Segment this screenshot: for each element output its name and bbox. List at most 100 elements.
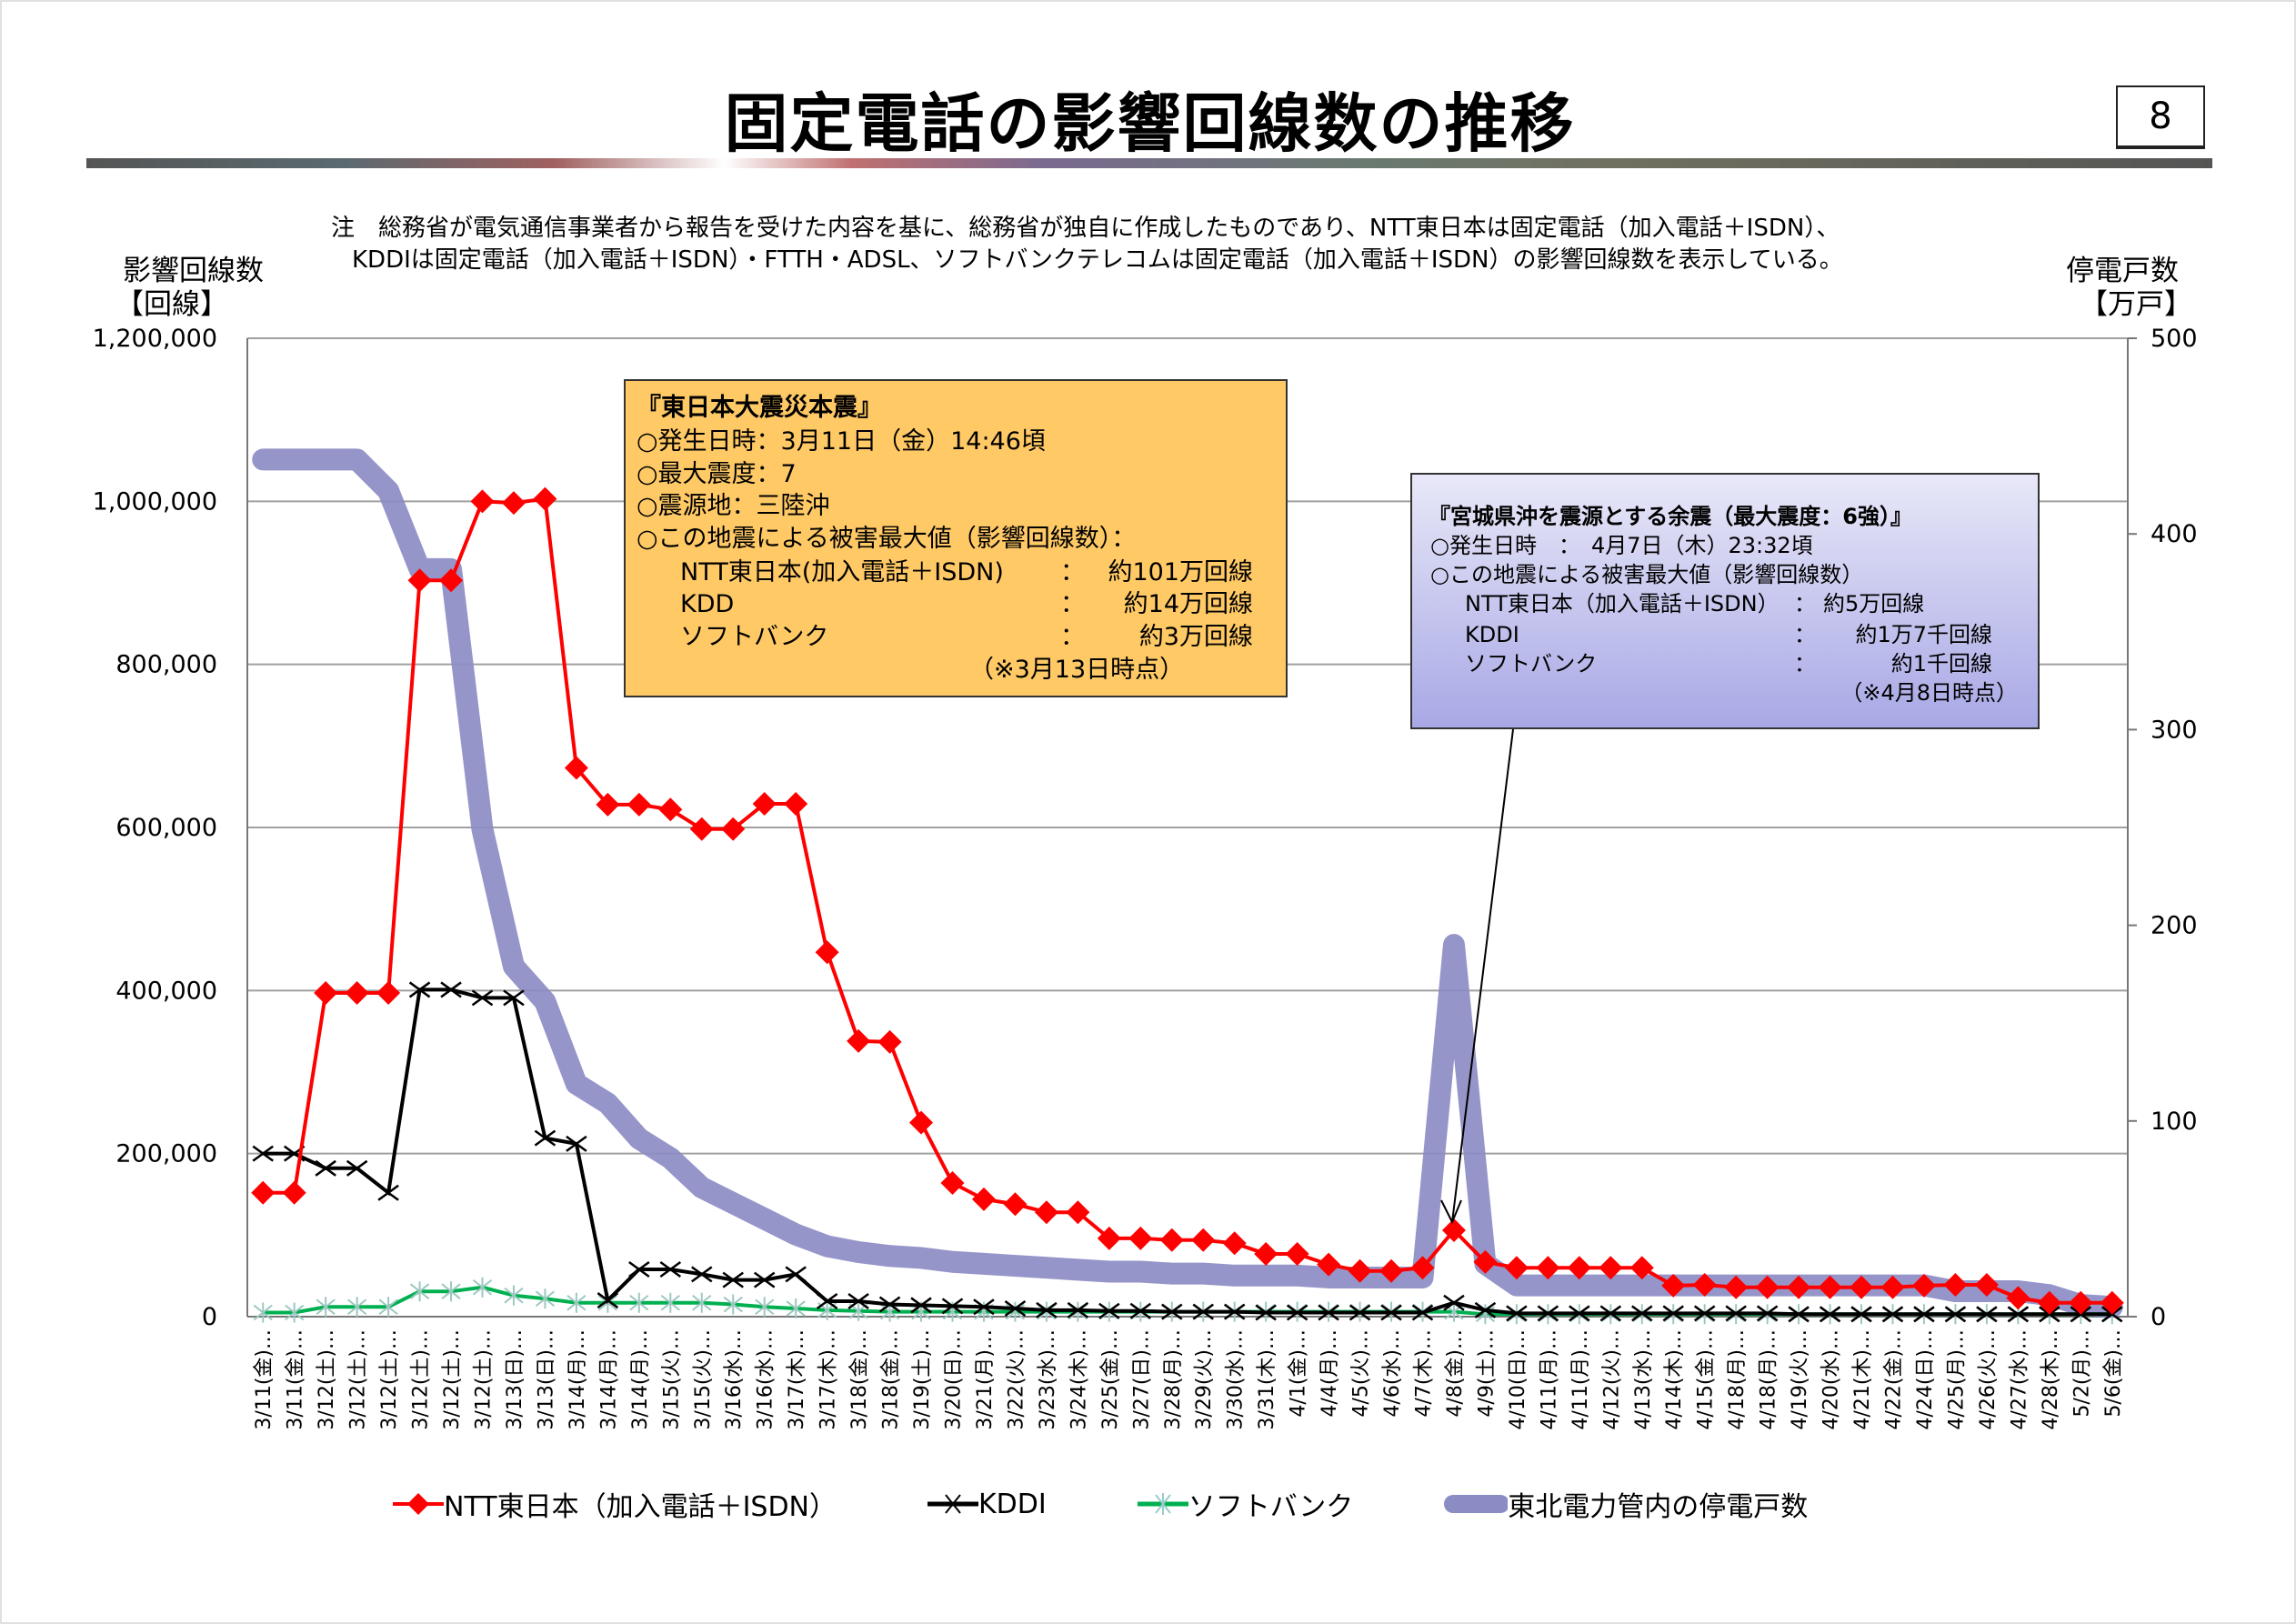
x-tick-label: 4/8(金)… [1444,1329,1467,1418]
legend-label: ソフトバンク [1188,1491,1354,1523]
softbank-data-point [566,1292,587,1313]
y-tick-label: 200,000 [115,1140,217,1168]
x-tick-label: 4/25(月)… [1945,1329,1968,1430]
kddi-data-point [910,1297,932,1314]
ntt-data-point [1567,1256,1591,1280]
x-tick-label: 4/5(火)… [1350,1329,1373,1418]
annotation-row-label: ソフトバンク [1465,651,1598,677]
kddi-data-point [1161,1303,1183,1320]
ntt-data-point [2037,1290,2061,1315]
kddi-data-point [1474,1301,1497,1318]
ntt-data-point [1787,1275,1811,1299]
ntt-data-point [940,1170,965,1195]
y-tick-label: 1,000,000 [93,487,217,516]
x-tick-label: 4/18(月)… [1758,1329,1780,1430]
x-tick-label: 3/22(火)… [1005,1329,1028,1430]
x-tick-label: 4/6(水)… [1381,1329,1404,1418]
softbank-data-point [378,1297,398,1318]
softbank-data-point [285,1302,305,1323]
kddi-data-point [1819,1306,1841,1323]
x-tick-label: 3/19(土)… [911,1329,934,1430]
legend-label: 東北電力管内の停電戸数 [1508,1491,1809,1523]
x-tick-label: 4/22(金)… [1883,1329,1906,1430]
ntt-data-point [1473,1249,1498,1274]
x-tick-label: 3/17(木)… [817,1329,840,1430]
ntt-data-point [564,756,588,780]
ntt-data-point [1629,1256,1654,1280]
ntt-data-point [909,1110,934,1135]
kddi-data-point [1506,1305,1528,1322]
annotation-row-label: KDD [680,590,735,618]
kddi-data-point [1036,1301,1058,1318]
x-tick-label: 3/29(火)… [1193,1329,1216,1430]
softbank-data-point [629,1292,649,1313]
kddi-data-point [1599,1305,1622,1322]
x-tick-label: 3/11(金)… [253,1329,276,1430]
ntt-data-point [689,817,714,841]
ntt-data-point [345,981,369,1006]
ntt-data-point [1974,1273,1999,1298]
ntt-data-point [282,1180,306,1205]
annotation-footnote: （※4月8日時点） [1840,680,2018,706]
x-tick-label: 4/4(月)… [1318,1329,1341,1418]
annotation-footnote: （※3月13日時点） [969,656,1185,684]
kddi-data-point [1850,1306,1872,1323]
x-tick-label: 3/14(月)… [597,1329,620,1430]
annotation-row-colon: ： [1794,591,1816,617]
kddi-data-point [408,981,431,998]
kddi-data-point [1349,1304,1371,1321]
x-tick-label: 3/20(日)… [943,1329,966,1430]
ntt-data-point [1128,1226,1153,1250]
ntt-data-point [971,1187,996,1211]
softbank-data-point [786,1298,806,1319]
y2-tick-label: 200 [2151,912,2198,940]
ntt-data-point [1599,1256,1623,1280]
x-tick-label: 3/12(土)… [378,1329,401,1430]
ntt-data-point [1850,1275,1874,1299]
ntt-data-point [847,1028,871,1053]
annotation-row-value: 約1万7千回線 [1855,622,1992,647]
x-tick-label: 4/19(火)… [1789,1329,1811,1430]
ntt-data-point [1191,1228,1216,1252]
annotation-line: ○最大震度：7 [637,460,797,488]
annotation-row-colon: ： [1060,623,1085,651]
page-number: 8 [2116,85,2205,149]
x-tick-label: 3/18(金)… [848,1329,871,1430]
x-tick-label: 4/15(金)… [1695,1329,1718,1430]
annotation-line: ○震源地：三陸沖 [637,492,830,520]
kddi-data-point [1223,1303,1246,1320]
ntt-data-point [1159,1228,1184,1252]
kddi-data-point [1976,1306,1998,1323]
x-tick-label: 3/15(火)… [660,1329,683,1430]
kddi-data-point [566,1135,587,1152]
x-tick-label: 4/20(水)… [1820,1329,1843,1430]
ntt-data-point [1661,1273,1686,1298]
kddi-data-point [753,1271,776,1288]
softbank-data-point [535,1288,556,1309]
x-tick-label: 3/12(土)… [316,1329,338,1430]
annotation-line: ○この地震による被害最大値（影響回線数） [1430,562,1864,587]
annotation-row-colon: ： [1794,622,1816,647]
annotation-row-value: 約101万回線 [1108,558,1253,586]
ntt-data-point [470,489,495,514]
ntt-data-point [752,791,777,816]
ntt-data-point [314,981,338,1006]
x-tick-label: 4/14(木)… [1663,1329,1686,1430]
legend-label: NTT東日本（加入電話＋ISDN） [444,1491,837,1523]
ntt-data-point [784,791,808,816]
x-tick-label: 4/1(金)… [1288,1329,1310,1418]
ntt-data-point [407,568,432,593]
x-tick-label: 3/11(金)… [285,1329,307,1430]
annotation-line: ○この地震による被害最大値（影響回線数）： [637,525,1137,553]
kddi-data-point [1913,1306,1935,1323]
ntt-data-point [2100,1290,2124,1315]
x-tick-label: 3/28(月)… [1162,1329,1185,1430]
legend-label: KDDI [978,1488,1047,1520]
ntt-data-point [251,1180,276,1205]
ntt-data-point [1880,1275,1905,1299]
ntt-data-point [1003,1192,1028,1217]
annotation-row-colon: ： [1794,651,1816,677]
legend-item-ntt: NTT東日本（加入電話＋ISDN） [393,1484,837,1524]
ntt-data-point [1911,1273,1936,1298]
x-tick-label: 4/28(木)… [2040,1329,2062,1430]
